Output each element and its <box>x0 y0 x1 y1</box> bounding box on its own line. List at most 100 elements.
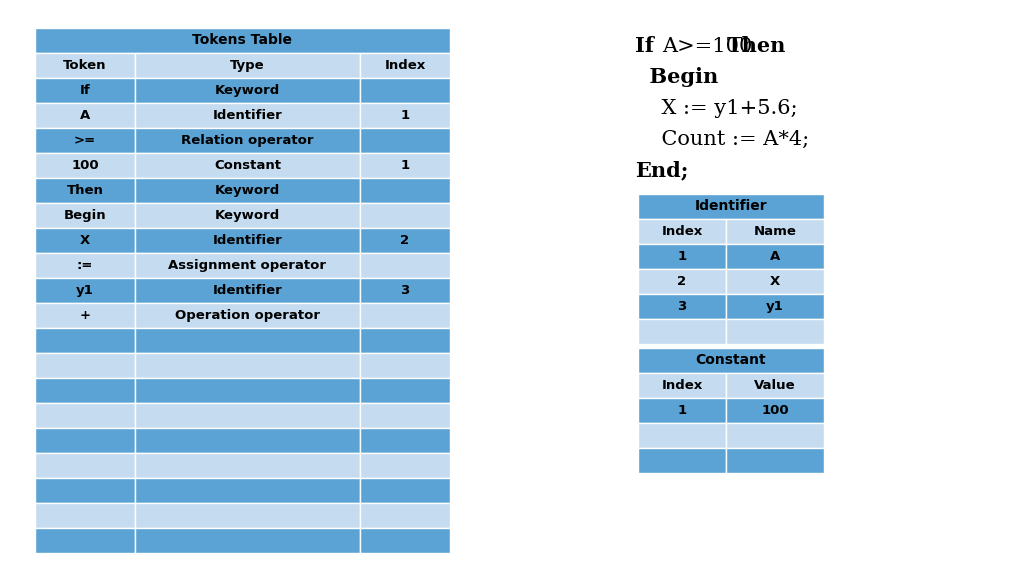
Text: If: If <box>635 36 662 56</box>
Text: X := y1+5.6;: X := y1+5.6; <box>635 98 798 118</box>
Bar <box>638 398 726 423</box>
Bar <box>35 253 135 278</box>
Bar <box>35 128 135 153</box>
Text: A: A <box>770 250 780 263</box>
Text: Keyword: Keyword <box>215 84 281 97</box>
Bar <box>35 278 135 303</box>
Bar <box>726 294 824 319</box>
Bar <box>638 194 824 219</box>
Bar <box>726 219 824 244</box>
Text: Type: Type <box>230 59 265 72</box>
Bar <box>135 353 360 378</box>
Bar <box>35 403 135 428</box>
Bar <box>726 373 824 398</box>
Bar <box>135 278 360 303</box>
Bar <box>135 503 360 528</box>
Bar <box>726 269 824 294</box>
Bar <box>726 448 824 473</box>
Bar <box>360 228 450 253</box>
Text: Relation operator: Relation operator <box>181 134 313 147</box>
Text: A: A <box>80 109 90 122</box>
Text: :=: := <box>77 259 93 272</box>
Text: Assignment operator: Assignment operator <box>169 259 327 272</box>
Bar <box>726 319 824 344</box>
Text: Then: Then <box>727 36 786 56</box>
Bar <box>35 228 135 253</box>
Bar <box>135 328 360 353</box>
Text: y1: y1 <box>76 284 94 297</box>
Text: Identifier: Identifier <box>694 199 767 214</box>
Text: Keyword: Keyword <box>215 184 281 197</box>
Bar <box>135 78 360 103</box>
Bar <box>135 178 360 203</box>
Text: Constant: Constant <box>695 354 766 367</box>
Bar <box>726 398 824 423</box>
Bar <box>135 53 360 78</box>
Bar <box>638 423 726 448</box>
Bar <box>360 78 450 103</box>
Bar <box>638 373 726 398</box>
Bar <box>35 303 135 328</box>
Text: X: X <box>770 275 780 288</box>
Bar <box>360 303 450 328</box>
Bar <box>638 269 726 294</box>
Bar <box>135 478 360 503</box>
Text: +: + <box>80 309 90 322</box>
Bar <box>360 453 450 478</box>
Bar <box>638 348 824 373</box>
Text: Constant: Constant <box>214 159 281 172</box>
Bar <box>135 378 360 403</box>
Text: If: If <box>80 84 90 97</box>
Bar <box>360 53 450 78</box>
Bar <box>360 403 450 428</box>
Text: Value: Value <box>755 379 796 392</box>
Bar <box>360 278 450 303</box>
Bar <box>360 153 450 178</box>
Bar <box>35 53 135 78</box>
Bar <box>638 294 726 319</box>
Text: Identifier: Identifier <box>213 109 283 122</box>
Bar <box>726 244 824 269</box>
Text: Operation operator: Operation operator <box>175 309 319 322</box>
Text: Index: Index <box>662 379 702 392</box>
Text: Then: Then <box>67 184 103 197</box>
Bar <box>135 453 360 478</box>
Text: Begin: Begin <box>63 209 106 222</box>
Text: Count := A*4;: Count := A*4; <box>635 130 809 149</box>
Bar <box>360 328 450 353</box>
Bar <box>35 428 135 453</box>
Bar <box>360 178 450 203</box>
Bar <box>135 428 360 453</box>
Bar <box>360 353 450 378</box>
Bar <box>35 503 135 528</box>
Bar <box>360 253 450 278</box>
Text: Token: Token <box>63 59 106 72</box>
Bar <box>135 128 360 153</box>
Text: 1: 1 <box>678 250 686 263</box>
Bar <box>35 478 135 503</box>
Text: 3: 3 <box>400 284 410 297</box>
Bar <box>638 244 726 269</box>
Bar <box>35 103 135 128</box>
Bar <box>360 378 450 403</box>
Bar <box>135 253 360 278</box>
Bar <box>35 378 135 403</box>
Text: 1: 1 <box>400 159 410 172</box>
Bar <box>35 78 135 103</box>
Bar <box>35 328 135 353</box>
Bar <box>135 203 360 228</box>
Bar <box>638 448 726 473</box>
Text: Index: Index <box>662 225 702 238</box>
Bar <box>35 178 135 203</box>
Bar <box>35 203 135 228</box>
Bar <box>135 228 360 253</box>
Bar <box>638 319 726 344</box>
Text: 3: 3 <box>677 300 687 313</box>
Bar <box>35 28 450 53</box>
Bar <box>35 453 135 478</box>
Text: 2: 2 <box>678 275 686 288</box>
Bar <box>360 428 450 453</box>
Text: y1: y1 <box>766 300 784 313</box>
Bar <box>135 303 360 328</box>
Text: Identifier: Identifier <box>213 284 283 297</box>
